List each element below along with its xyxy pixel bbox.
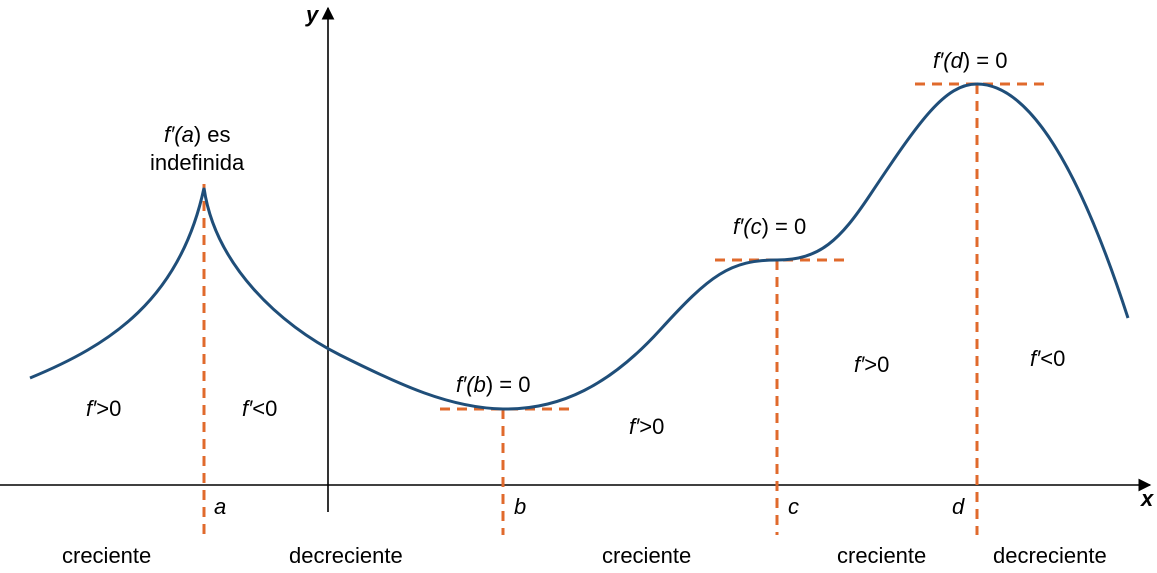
- sign-region-4: f′>0: [854, 352, 889, 377]
- point-label-b: b: [514, 494, 526, 519]
- sign-region-2: f′<0: [242, 396, 277, 421]
- interval-label-2: decreciente: [289, 543, 403, 568]
- interval-label-1: creciente: [62, 543, 151, 568]
- label-fprime-c: f′(c) = 0: [733, 214, 806, 239]
- interval-label-4: creciente: [837, 543, 926, 568]
- sign-region-1: f′>0: [86, 396, 121, 421]
- interval-label-5: decreciente: [993, 543, 1107, 568]
- point-label-c: c: [788, 494, 799, 519]
- label-fprime-a: f′(a) es: [164, 122, 231, 147]
- function-curve: [29, 82, 1130, 411]
- y-axis-label: y: [305, 2, 320, 27]
- label-fprime-b: f′(b) = 0: [456, 372, 530, 397]
- label-fprime-d: f′(d) = 0: [933, 48, 1007, 73]
- point-label-a: a: [214, 494, 226, 519]
- sign-region-5: f′<0: [1030, 346, 1065, 371]
- label-fprime-a-line2: indefinida: [150, 150, 245, 175]
- point-label-d: d: [952, 494, 965, 519]
- sign-region-3: f′>0: [629, 414, 664, 439]
- x-axis-label: x: [1140, 486, 1154, 511]
- interval-label-3: creciente: [602, 543, 691, 568]
